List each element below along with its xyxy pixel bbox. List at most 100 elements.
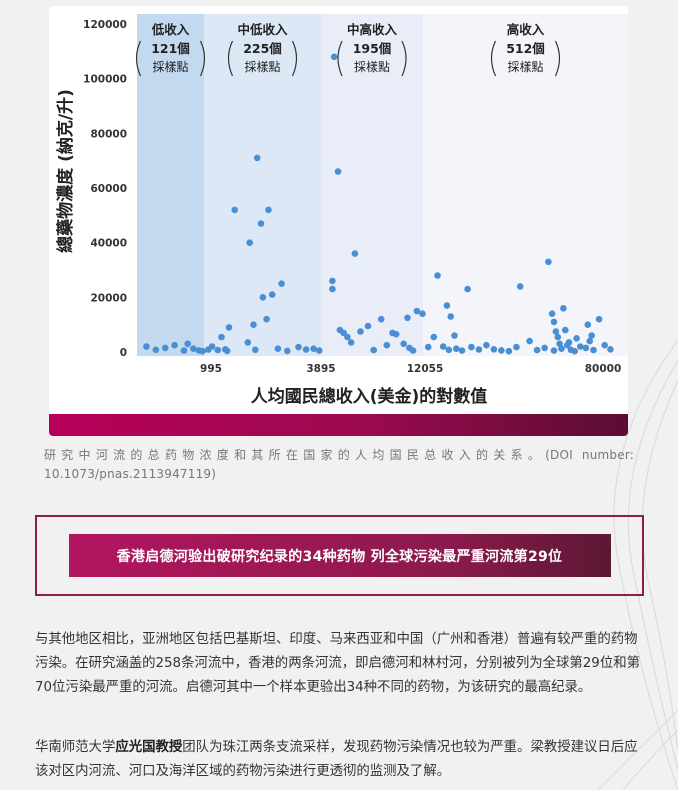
data-point (554, 333, 562, 341)
data-point (424, 343, 432, 351)
data-point (607, 346, 614, 353)
data-point (225, 324, 233, 331)
band-bracket-left-1 (227, 40, 234, 77)
data-point (274, 345, 282, 353)
y-tick-label: 0 (120, 347, 127, 359)
data-point (526, 337, 533, 345)
x-tick-label: 995 (200, 363, 222, 375)
data-point (439, 343, 447, 350)
data-point (601, 341, 608, 349)
x-tick-label: 80000 (585, 363, 622, 375)
band-bracket-left-0 (135, 40, 142, 77)
data-point (330, 53, 338, 61)
professor-name: 应光国教授 (115, 740, 183, 755)
band-bracket-right-2 (401, 40, 407, 77)
band-label-3: 高收入 (507, 22, 545, 37)
chart-card: 低收入 121個 採樣點 中低收入 225個 採樣點 中高收入 195個 採樣點 高收入 512個採… (49, 6, 628, 436)
data-point (400, 340, 408, 348)
y-axis-label: 總藥物濃度 (納克/升) (55, 89, 76, 253)
y-tick-label: 20000 (90, 292, 127, 304)
data-point (231, 206, 238, 214)
band-unit-0: 採樣點 (152, 59, 188, 74)
data-point (214, 346, 222, 354)
band-unit-3: 採樣點 (507, 59, 543, 74)
band-bracket-right-0 (199, 40, 206, 77)
x-tick-label: 3895 (306, 363, 335, 375)
data-point (453, 345, 460, 353)
data-point (498, 347, 505, 354)
income-band-2 (321, 14, 423, 356)
data-point (347, 339, 355, 346)
band-unit-2: 採樣點 (354, 59, 390, 74)
data-point (573, 335, 580, 342)
data-point (302, 346, 310, 353)
data-point (533, 346, 541, 354)
data-point (246, 239, 253, 246)
data-point (550, 318, 558, 326)
data-point (334, 168, 342, 175)
band-count-1: 225個 (243, 41, 282, 56)
data-point (409, 347, 417, 354)
data-point (571, 347, 578, 355)
data-point (364, 322, 372, 330)
data-point (370, 346, 378, 354)
data-point (577, 343, 584, 350)
paragraph-2-rest: 团队为珠江两条支流采样，发现药物污染情况也较为严重。梁教授建议日后应该对区内河流… (35, 740, 638, 779)
band-count-3: 512個 (506, 41, 545, 56)
data-point (263, 315, 270, 323)
data-point (250, 321, 257, 329)
data-point (392, 330, 400, 338)
data-point (184, 340, 191, 348)
data-point (590, 346, 597, 354)
data-point (190, 345, 197, 353)
data-point (447, 313, 455, 320)
data-point (252, 346, 259, 354)
y-tick-label: 120000 (83, 19, 127, 31)
data-point (588, 332, 595, 339)
band-unit-1: 採樣點 (244, 59, 280, 74)
data-point (558, 345, 565, 353)
data-point (552, 328, 560, 335)
data-point (595, 315, 603, 323)
data-point (218, 333, 225, 341)
y-tick-label: 40000 (90, 238, 127, 250)
data-point (413, 307, 421, 315)
headline-banner: 香港启德河验出破研究纪录的34种药物 列全球污染最严重河流第29位 (68, 534, 611, 577)
data-point (505, 347, 513, 355)
data-point (329, 285, 336, 293)
data-point (143, 343, 150, 350)
data-point (284, 347, 291, 355)
data-point (434, 272, 441, 279)
data-point (545, 258, 552, 266)
data-point (351, 250, 359, 257)
band-count-2: 195個 (353, 41, 392, 56)
band-label-2: 中高收入 (347, 22, 398, 37)
data-point (295, 343, 302, 351)
data-point (344, 333, 351, 341)
data-point (451, 332, 458, 339)
data-point (562, 326, 569, 334)
data-point (445, 346, 453, 354)
data-point (584, 321, 592, 329)
paragraph-2-lead: 华南师范大学 (35, 740, 116, 755)
data-point (377, 315, 385, 323)
income-band-0 (137, 14, 204, 356)
data-point (259, 294, 267, 301)
data-point (152, 346, 160, 354)
y-tick-label: 100000 (83, 74, 127, 86)
income-band-3 (423, 14, 628, 356)
data-point (550, 347, 558, 354)
data-point (315, 347, 323, 354)
band-label-0: 低收入 (151, 22, 190, 37)
data-point (516, 283, 524, 290)
paragraph-1: 与其他地区相比，亚洲地区包括巴基斯坦、印度、马来西亚和中国（广州和香港）普遍有较… (35, 632, 641, 695)
data-point (223, 347, 231, 355)
data-point (586, 337, 593, 345)
data-point (195, 347, 203, 354)
data-point (490, 346, 498, 353)
y-tick-label: 80000 (90, 128, 127, 140)
x-tick-label: 12055 (407, 363, 444, 375)
data-point (513, 343, 520, 351)
band-bracket-left-2 (337, 40, 343, 77)
